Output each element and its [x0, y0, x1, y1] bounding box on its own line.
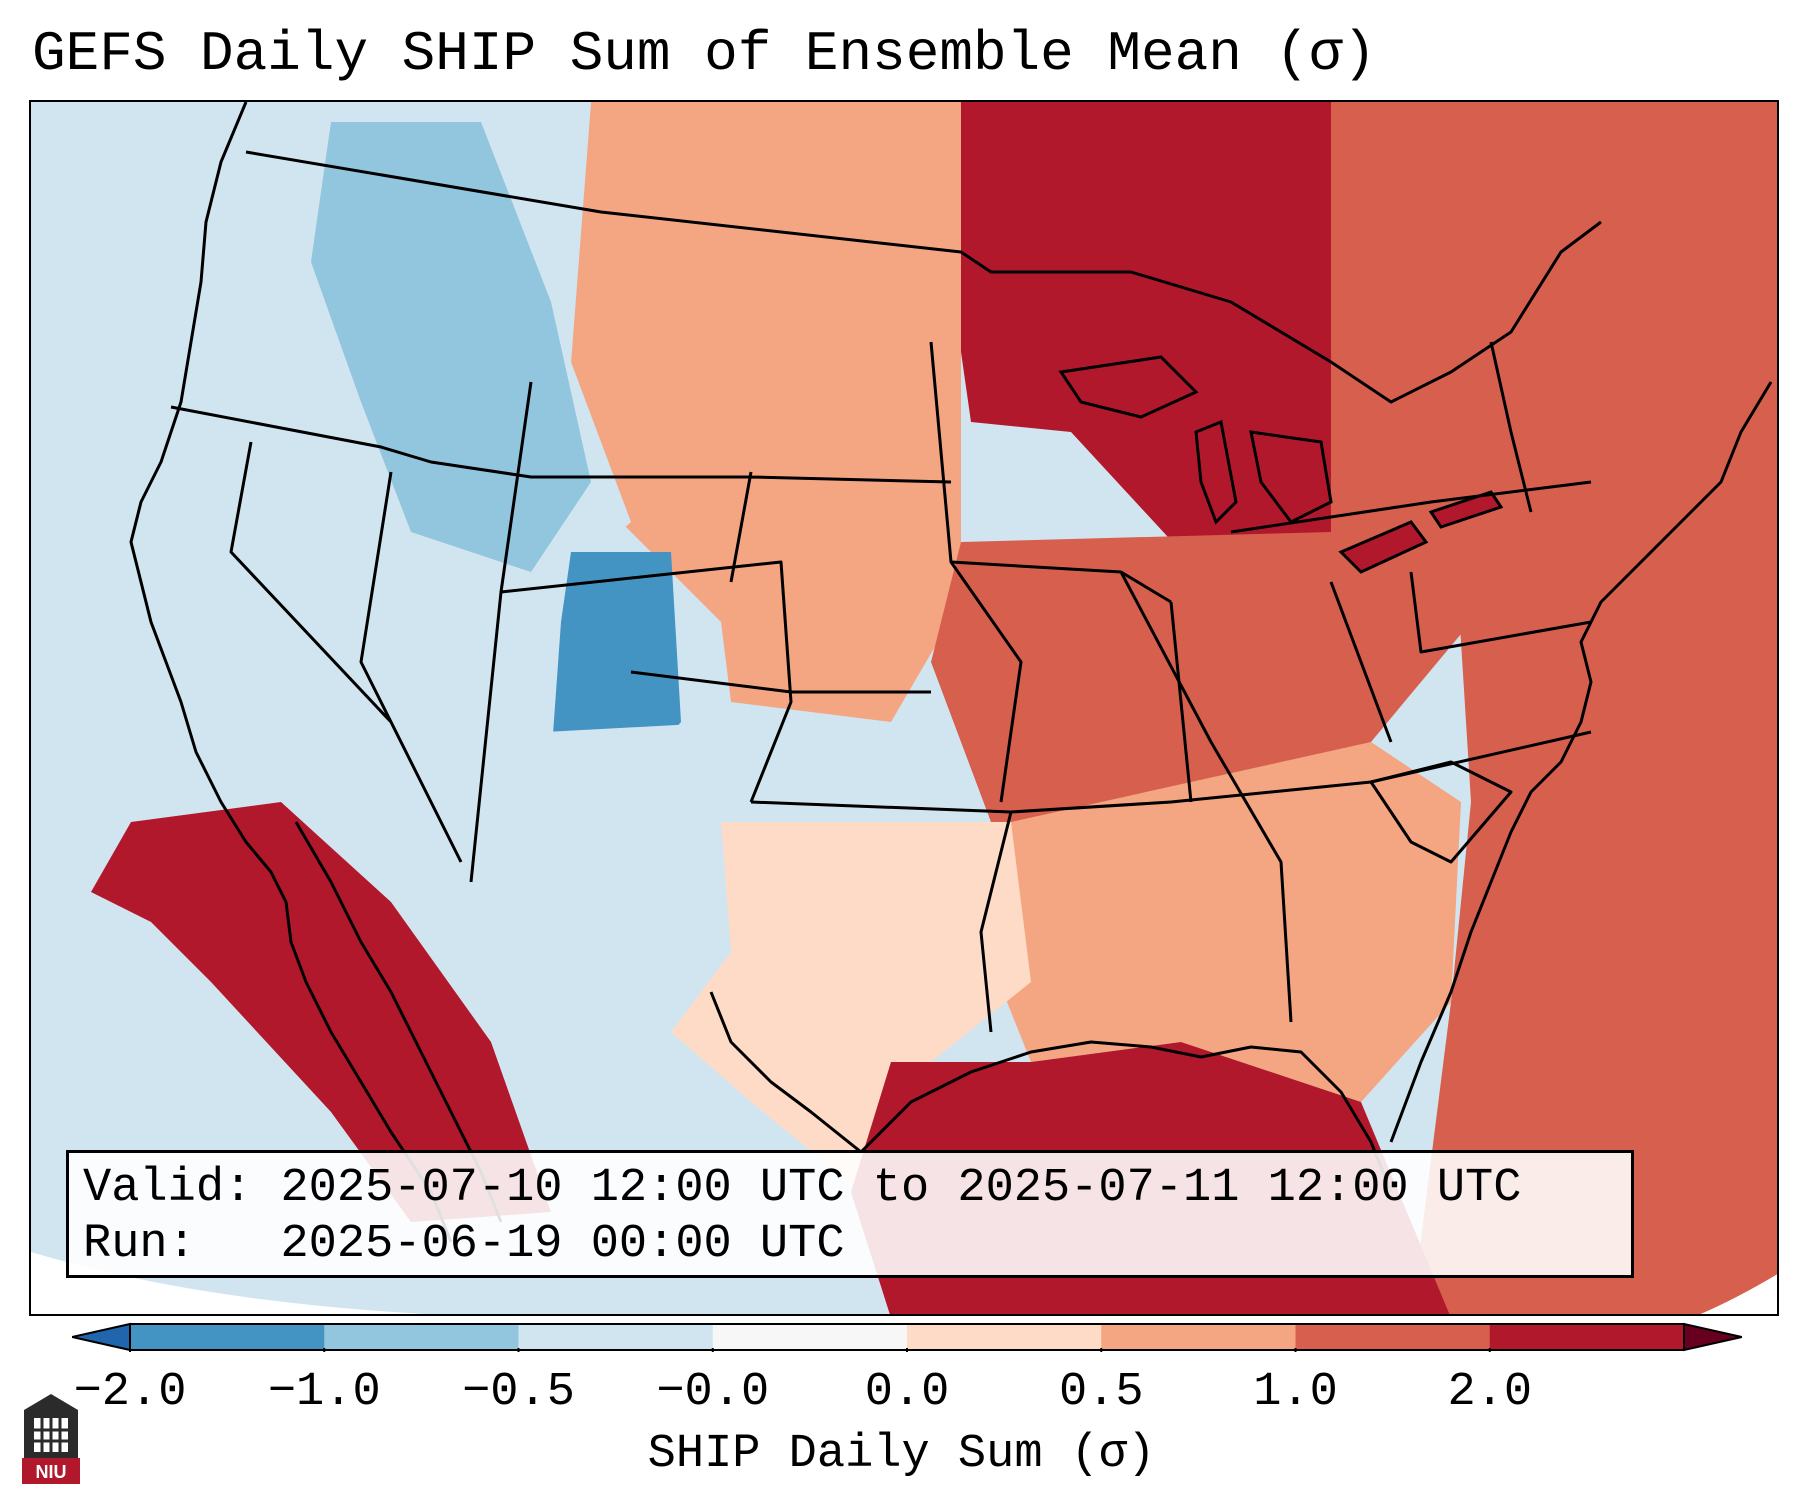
colorbar-segment — [907, 1324, 1102, 1350]
colorbar-over-arrow — [1683, 1322, 1742, 1352]
great-lakes — [1058, 355, 1504, 574]
region-ohio-valley — [931, 532, 1471, 822]
colorbar-under-arrow — [72, 1322, 131, 1352]
run-line: Run: 2025-06-19 00:00 UTC — [83, 1217, 1617, 1273]
valid-value: 2025-07-10 12:00 UTC to 2025-07-11 12:00… — [280, 1162, 1522, 1215]
colorbar-label: SHIP Daily Sum (σ) — [647, 1428, 1156, 1481]
colorbar-tick-label: 2.0 — [1447, 1366, 1533, 1419]
colorbar-segment — [130, 1324, 325, 1350]
east-coastline — [1389, 381, 1773, 1143]
valid-line: Valid: 2025-07-10 12:00 UTC to 2025-07-1… — [83, 1161, 1617, 1217]
colorbar-tick-label: −1.0 — [267, 1366, 381, 1419]
canada-border — [245, 150, 1602, 404]
region-upper-midwest — [961, 102, 1331, 562]
region-northeast — [1231, 102, 1777, 662]
chart-title: GEFS Daily SHIP Sum of Ensemble Mean (σ) — [32, 22, 1377, 86]
run-label: Run: — [83, 1218, 196, 1271]
south-carolina-border — [1369, 760, 1513, 864]
region-southeast — [991, 742, 1461, 1102]
west-coastline — [129, 102, 453, 1243]
map-canvas — [31, 102, 1777, 1314]
colorbar-tick-label: −0.0 — [656, 1366, 770, 1419]
valid-run-info-box: Valid: 2025-07-10 12:00 UTC to 2025-07-1… — [66, 1150, 1634, 1278]
colorbar-segment — [518, 1324, 714, 1350]
colorbar-segment — [1101, 1324, 1296, 1350]
valid-label: Valid: — [83, 1162, 253, 1215]
colorbar — [72, 1322, 1742, 1352]
region-atlantic-ocean — [1411, 353, 1777, 1314]
state-borders — [170, 341, 1592, 1033]
colorbar-segment — [1295, 1324, 1491, 1350]
gulf-coastline — [709, 991, 1393, 1193]
colorbar-tick-label: −0.5 — [462, 1366, 575, 1419]
niu-logo-icon: NIU — [22, 1394, 80, 1484]
region-texas — [671, 822, 1031, 1192]
colorbar-tick-label: 0.5 — [1058, 1366, 1144, 1419]
colorbar-segment — [712, 1324, 908, 1350]
colorbar-segment — [1489, 1324, 1685, 1350]
colorbar-segment — [324, 1324, 519, 1350]
map-panel — [29, 100, 1779, 1316]
projection-edge-right — [1700, 1274, 1777, 1314]
colorbar-tick-label: 0.0 — [864, 1366, 950, 1419]
colorbar-tick-label: −2.0 — [73, 1366, 187, 1419]
projection-edge — [31, 1252, 425, 1314]
colorbar-tick-label: 1.0 — [1253, 1366, 1338, 1419]
logo-text: NIU — [36, 1462, 67, 1482]
run-value: 2025-06-19 00:00 UTC — [280, 1218, 845, 1271]
